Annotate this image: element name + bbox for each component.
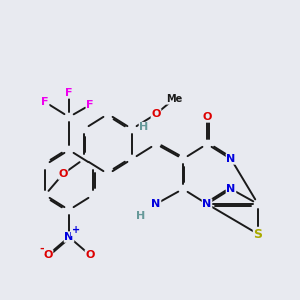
- Text: O: O: [43, 250, 53, 260]
- Text: -: -: [39, 243, 44, 254]
- Text: N: N: [152, 199, 160, 209]
- Text: H: H: [136, 211, 146, 221]
- Text: N: N: [64, 232, 74, 242]
- Text: O: O: [202, 112, 212, 122]
- Text: Me: Me: [166, 94, 182, 104]
- Text: F: F: [65, 88, 73, 98]
- Text: N: N: [226, 184, 236, 194]
- Text: +: +: [71, 225, 80, 236]
- Text: O: O: [151, 109, 161, 119]
- Text: H: H: [140, 122, 148, 133]
- Text: S: S: [254, 227, 262, 241]
- Text: N: N: [202, 199, 211, 209]
- Text: O: O: [85, 250, 95, 260]
- Text: O: O: [58, 169, 68, 179]
- Text: F: F: [41, 97, 49, 107]
- Text: N: N: [226, 154, 236, 164]
- Text: F: F: [86, 100, 94, 110]
